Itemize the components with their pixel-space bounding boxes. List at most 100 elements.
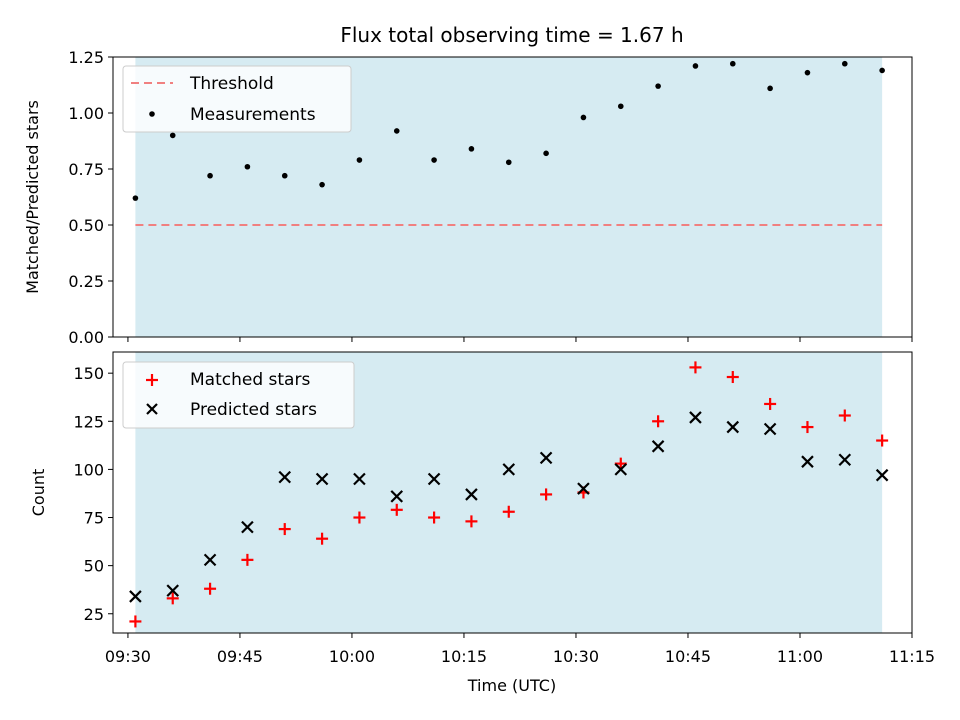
- matched-star-point: [428, 511, 441, 524]
- matched-star-point: [801, 421, 814, 434]
- top-y-tick-label: 0.50: [68, 216, 104, 235]
- legend-measurements-swatch: [149, 111, 155, 117]
- measurement-point: [879, 67, 885, 74]
- x-tick-label: 10:15: [441, 647, 487, 666]
- matched-star-point: [726, 371, 739, 384]
- top-axes-frame: [112, 56, 913, 338]
- measurement-point: [841, 60, 848, 67]
- legend-predicted-label: Predicted stars: [190, 400, 317, 420]
- predicted-star-point: [726, 420, 740, 434]
- predicted-star-point: [838, 453, 852, 467]
- predicted-star-point: [427, 472, 441, 486]
- top-legend: Threshold Measurements: [122, 65, 352, 133]
- measurement-point: [767, 85, 773, 92]
- measurement-point: [356, 157, 363, 163]
- measurements-series: [132, 60, 885, 201]
- predicted-star-point: [353, 472, 366, 486]
- predicted-star-point: [502, 463, 516, 476]
- bottom-y-axis-label: Count: [29, 469, 48, 517]
- top-y-tick-label: 1.00: [68, 104, 104, 123]
- matched-star-point: [166, 592, 179, 605]
- matched-star-point: [876, 434, 889, 447]
- predicted-star-point: [390, 490, 404, 503]
- matched-star-point: [502, 505, 515, 518]
- predicted-star-point: [875, 468, 889, 482]
- measurement-point: [207, 172, 213, 179]
- measurement-point: [505, 159, 512, 166]
- bottom-legend: Matched stars Predicted stars: [122, 361, 355, 429]
- legend-matched-swatch: [146, 374, 158, 386]
- measurement-point: [729, 60, 736, 67]
- measurement-point: [431, 157, 437, 163]
- measurement-point: [281, 172, 288, 179]
- matched-star-point: [465, 515, 478, 528]
- measurement-point: [169, 132, 176, 139]
- bottom-x-axis: 09:30 09:45 10:00 10:15 10:30 10:45 11:00 11:15: [105, 633, 935, 666]
- predicted-star-point: [689, 411, 702, 424]
- bottom-y-tick-label: 50: [84, 557, 104, 576]
- matched-star-point: [129, 615, 142, 628]
- matched-star-point: [278, 523, 291, 536]
- x-axis-label: Time (UTC): [467, 676, 556, 695]
- predicted-star-point: [465, 488, 478, 501]
- bottom-y-tick-label: 75: [84, 509, 104, 528]
- chart-title: Flux total observing time = 1.67 h: [340, 23, 683, 47]
- measurement-point: [692, 63, 699, 69]
- predicted-star-point: [129, 590, 142, 603]
- bottom-panel: 25 50 75 100 125 150 09:30 09:45 10:00 10:15 10:3…: [29, 351, 935, 695]
- bottom-y-tick-label: 100: [73, 460, 104, 479]
- legend-predicted-swatch: [146, 403, 158, 415]
- x-tick-label: 09:30: [105, 647, 151, 666]
- predicted-star-point: [278, 470, 292, 484]
- matched-star-point: [614, 457, 627, 470]
- predicted-star-point: [801, 455, 814, 468]
- bottom-y-tick-label: 150: [73, 364, 104, 383]
- x-tick-label: 10:45: [665, 647, 711, 666]
- x-tick-label: 09:45: [217, 647, 263, 666]
- predicted-star-point: [241, 520, 254, 534]
- measurement-point: [468, 146, 475, 152]
- legend-measurements-label: Measurements: [190, 105, 316, 125]
- measurement-point: [655, 83, 661, 89]
- measurement-point: [804, 69, 811, 76]
- matched-star-point: [764, 397, 777, 410]
- legend-matched-label: Matched stars: [190, 370, 310, 390]
- top-panel: 0.00 0.25 0.50 0.75 1.00 1.25 Matched/Predict…: [23, 48, 913, 347]
- predicted-star-point: [539, 451, 553, 465]
- matched-star-point: [652, 415, 665, 428]
- top-y-tick-label: 0.25: [68, 272, 104, 291]
- top-x-axis-ticks: [127, 337, 913, 342]
- x-tick-label: 11:00: [777, 647, 823, 666]
- top-y-tick-label: 0.75: [68, 160, 104, 179]
- top-y-axis-label: Matched/Predicted stars: [23, 100, 42, 294]
- measurement-point: [617, 103, 624, 110]
- predicted-star-point: [577, 482, 590, 495]
- predicted-star-point: [651, 440, 665, 453]
- top-y-tick-label: 0.00: [68, 328, 104, 347]
- bottom-legend-box: [122, 361, 355, 429]
- top-legend-box: [122, 65, 352, 133]
- predicted-star-point: [614, 463, 628, 476]
- bottom-axes-frame: [112, 351, 913, 634]
- matched-star-point: [390, 503, 403, 516]
- measurement-point: [132, 195, 139, 201]
- predicted-star-point: [763, 422, 777, 436]
- matched-star-point: [353, 511, 366, 524]
- x-tick-label: 10:00: [329, 647, 375, 666]
- predicted-star-point: [166, 584, 180, 597]
- matched-star-point: [540, 488, 553, 501]
- bottom-y-tick-label: 25: [84, 605, 104, 624]
- predicted-stars-series: [129, 411, 889, 603]
- x-tick-label: 10:30: [553, 647, 599, 666]
- x-tick-label: 11:15: [889, 647, 935, 666]
- bottom-y-tick-label: 125: [73, 412, 104, 431]
- measurement-point: [244, 163, 251, 170]
- predicted-star-point: [315, 472, 329, 486]
- top-y-tick-label: 1.25: [68, 48, 104, 67]
- matched-star-point: [204, 582, 217, 595]
- measurement-point: [319, 181, 325, 188]
- matched-star-point: [241, 553, 254, 566]
- measurement-point: [580, 114, 587, 121]
- bottom-y-axis: 25 50 75 100 125 150: [73, 364, 113, 624]
